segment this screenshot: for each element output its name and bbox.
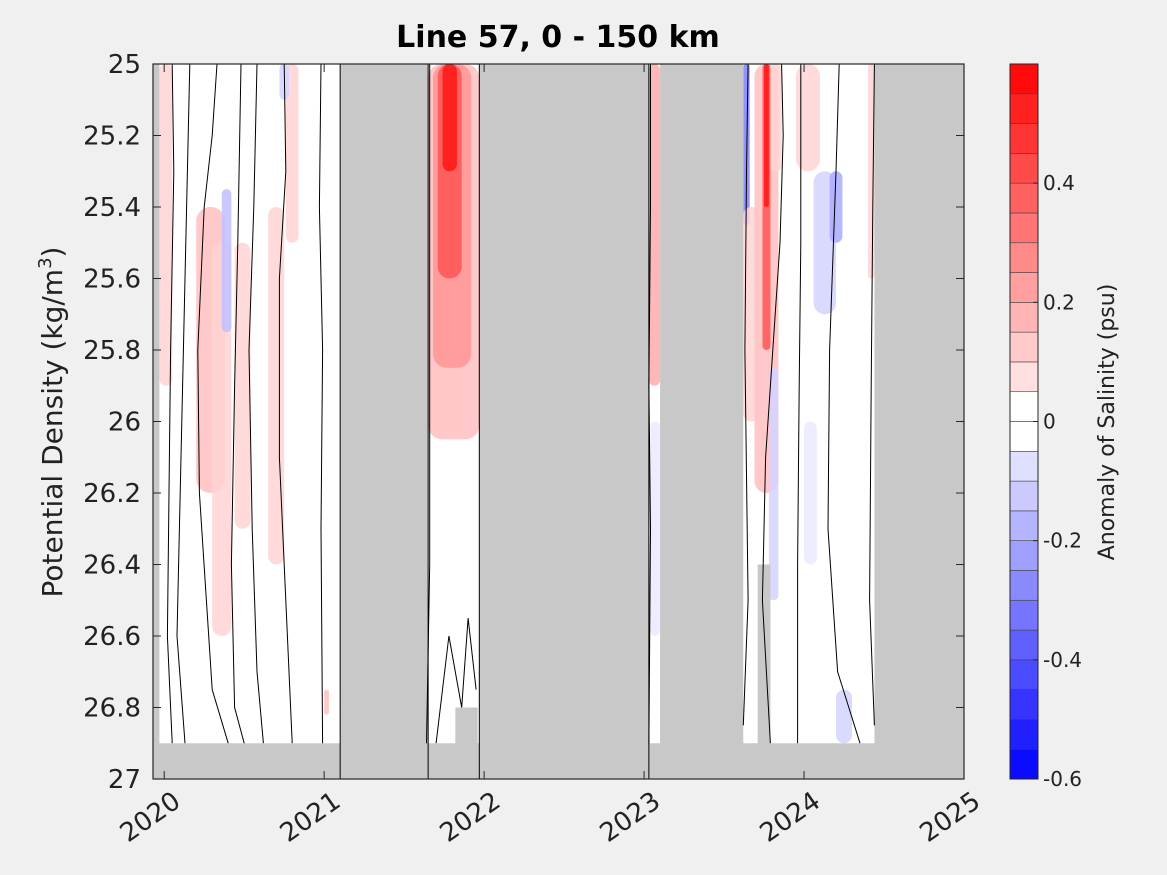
anomaly-patch — [804, 421, 817, 565]
colorbar-segment — [1009, 510, 1039, 541]
contour-line — [166, 63, 175, 744]
y-axis-label-text: Potential Density (kg/m — [36, 269, 69, 598]
y-tick-label: 26.2 — [83, 479, 141, 509]
no-data-region — [660, 64, 744, 779]
colorbar-segment — [1009, 570, 1039, 601]
colorbar-segment — [1009, 748, 1039, 780]
contour-line — [827, 63, 861, 744]
no-data-regions — [153, 64, 964, 779]
colorbar-segment — [1009, 361, 1039, 393]
anomaly-patch — [770, 64, 782, 172]
contour-line — [435, 618, 477, 744]
no-data-region — [874, 64, 964, 779]
anomaly-patch — [234, 242, 251, 529]
no-data-region — [757, 564, 771, 779]
y-tick-label: 25.4 — [83, 193, 141, 223]
anomaly-patch — [829, 171, 843, 243]
colorbar-segment — [1009, 63, 1039, 95]
colorbar-segment — [1009, 153, 1039, 184]
contour-line — [248, 63, 264, 744]
y-tick-label: 26.6 — [83, 622, 141, 652]
anomaly-patch — [159, 64, 173, 386]
colorbar-ticks: -0.6 -0.4 -0.2 0 0.2 0.4 — [1033, 171, 1082, 791]
y-tick-label: 27 — [108, 765, 141, 795]
zero-contours — [166, 63, 875, 779]
y-tick-label: 25.8 — [83, 336, 141, 366]
y-tick-label: 25.2 — [83, 122, 141, 152]
anomaly-patch — [836, 689, 853, 744]
colorbar-segment — [1009, 480, 1039, 512]
anomaly-patch — [324, 689, 329, 715]
y-axis-label-superscript: 3 — [35, 257, 56, 268]
colorbar: -0.6 -0.4 -0.2 0 0.2 0.4 — [1009, 63, 1082, 791]
chart-title: Line 57, 0 - 150 km — [396, 20, 720, 55]
colorbar-tick-label: -0.2 — [1043, 529, 1082, 553]
colorbar-label: Anomaly of Salinity (psu) — [1095, 284, 1120, 561]
colorbar-frame — [1009, 63, 1039, 780]
plot-area — [152, 63, 965, 780]
anomaly-patch — [442, 64, 457, 172]
y-tick-label: 26.4 — [83, 551, 141, 581]
colorbar-tick-label: 0.4 — [1043, 171, 1075, 195]
colorbar-segment — [1009, 182, 1039, 214]
y-tick-label: 25.6 — [83, 265, 141, 295]
colorbar-segment — [1009, 272, 1039, 303]
y-axis-label-close: ) — [36, 247, 69, 258]
contour-line — [869, 63, 875, 726]
colorbar-segment — [1009, 391, 1039, 422]
colorbar-segment — [1009, 242, 1039, 273]
anomaly-patch — [221, 189, 232, 333]
contour-line — [278, 63, 293, 744]
colorbar-segment — [1009, 93, 1039, 124]
colorbar-segment — [1009, 599, 1039, 631]
no-data-region — [340, 64, 429, 779]
anomaly-patches — [159, 64, 875, 744]
no-data-region — [479, 64, 649, 779]
colorbar-segment — [1009, 540, 1039, 571]
colorbar-segment — [1009, 719, 1039, 750]
contour-line — [742, 63, 749, 726]
colorbar-segment — [1009, 123, 1039, 154]
no-data-region — [455, 707, 478, 779]
contour-line — [761, 63, 784, 744]
colorbar-tick-label: -0.4 — [1043, 648, 1082, 672]
contour-line — [197, 63, 229, 744]
anomaly-patch — [285, 64, 299, 243]
anomaly-patch — [212, 242, 232, 636]
colorbar-tick-label: 0 — [1043, 410, 1056, 434]
contour-line — [230, 63, 245, 744]
colorbar-segment — [1009, 689, 1039, 720]
anomaly-patch — [764, 64, 769, 207]
colorbar-tick-label: 0.2 — [1043, 290, 1075, 314]
colorbar-segment — [1009, 629, 1039, 661]
colorbar-segment — [1009, 450, 1039, 482]
contour-line — [176, 63, 191, 744]
colorbar-segment — [1009, 212, 1039, 244]
colorbar-segment — [1009, 302, 1039, 333]
colorbar-tick-label: -0.6 — [1043, 767, 1082, 791]
y-tick-label: 26.8 — [83, 694, 141, 724]
y-tick-label: 26 — [108, 408, 141, 438]
y-axis: 25 25.2 25.4 25.6 25.8 26 26.2 26.4 26.6 26.8 27 — [83, 50, 964, 795]
y-tick-label: 25 — [108, 50, 141, 80]
contour-line — [318, 63, 324, 744]
colorbar-segment — [1009, 331, 1039, 363]
y-axis-label: Potential Density (kg/m3) — [35, 247, 69, 598]
anomaly-patch — [648, 64, 661, 386]
anomaly-patch — [650, 421, 661, 636]
anomaly-patch — [796, 64, 821, 172]
colorbar-segment — [1009, 659, 1039, 690]
contour-line — [797, 64, 802, 744]
colorbar-segment — [1009, 421, 1039, 452]
anomaly-patch — [768, 367, 779, 601]
